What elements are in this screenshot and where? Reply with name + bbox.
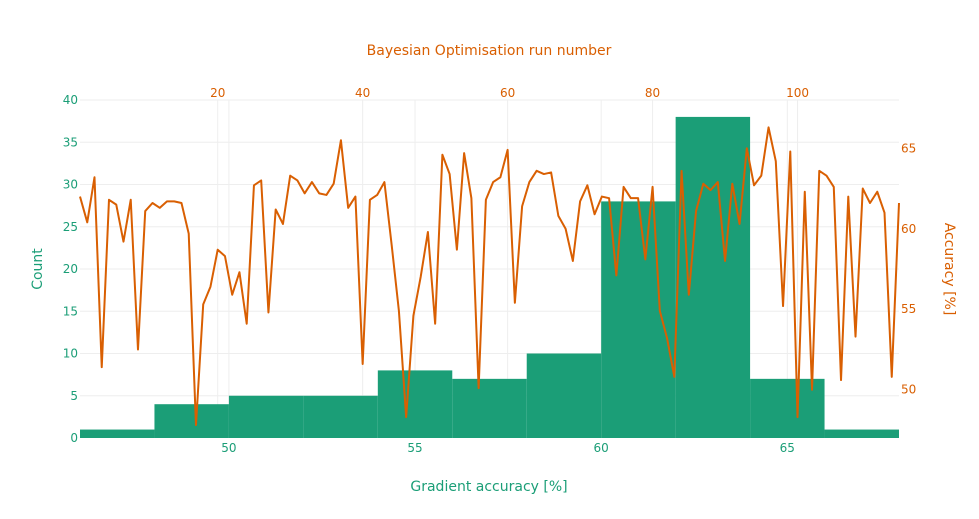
y-tick-label: 40 — [63, 93, 78, 107]
histogram-bar — [750, 378, 825, 438]
chart-title: Bayesian Optimisation run number — [367, 43, 612, 59]
y-tick-label: 0 — [70, 431, 78, 445]
y-tick-label: 20 — [63, 262, 78, 276]
y-tick-label: 25 — [63, 220, 78, 234]
y2-axis-label: Accuracy [%] — [941, 223, 957, 316]
accuracy-line — [79, 126, 900, 427]
axes: 0 5 10 15 20 25 30 35 40 50 55 60 65 20 40 60 80 100 50 55 6… — [63, 86, 917, 455]
x2-tick-label: 100 — [786, 86, 809, 100]
y2-tick-label: 65 — [901, 141, 916, 155]
y-tick-label: 30 — [63, 178, 78, 192]
x-tick-label: 65 — [780, 441, 795, 455]
x2-tick-label: 40 — [355, 86, 370, 100]
y-tick-label: 10 — [63, 347, 78, 361]
y2-tick-label: 60 — [901, 222, 916, 236]
x-axis-label: Gradient accuracy [%] — [410, 479, 567, 495]
histogram-bar — [154, 404, 229, 438]
x2-tick-label: 80 — [645, 86, 660, 100]
x2-tick-label: 20 — [210, 86, 225, 100]
x-tick-label: 55 — [407, 441, 422, 455]
accuracy-line-layer — [79, 126, 900, 427]
histogram-bar — [303, 395, 378, 438]
y-tick-label: 15 — [63, 304, 78, 318]
x-tick-label: 50 — [221, 441, 236, 455]
histogram-bar — [452, 378, 527, 438]
y-tick-label: 35 — [63, 135, 78, 149]
histogram-bar — [824, 429, 899, 438]
x2-tick-label: 60 — [500, 86, 515, 100]
y-tick-label: 5 — [70, 389, 78, 403]
histogram-bar — [377, 370, 453, 438]
y2-tick-label: 55 — [901, 302, 916, 316]
histogram-bar — [228, 395, 304, 438]
x-tick-label: 60 — [594, 441, 609, 455]
y-axis-label: Count — [30, 248, 46, 290]
y2-tick-label: 50 — [901, 383, 916, 397]
gridlines — [80, 99, 899, 438]
histogram-bar — [526, 353, 602, 438]
histogram-bar — [80, 429, 155, 438]
